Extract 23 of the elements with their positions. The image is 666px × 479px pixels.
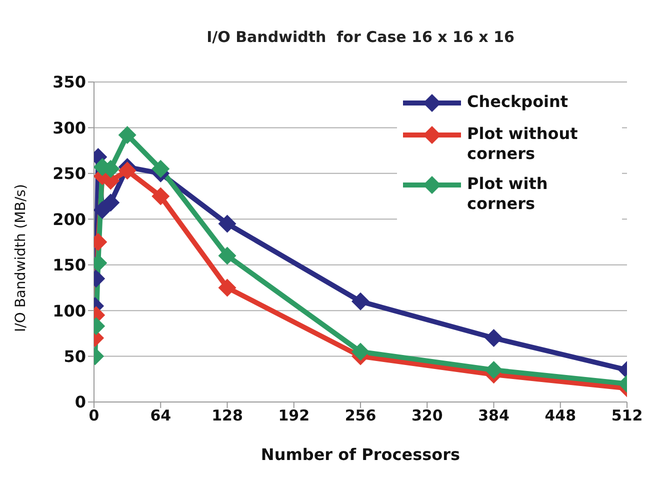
x-tick-label: 64 (150, 406, 172, 425)
legend-label: Plot with corners (467, 174, 549, 214)
x-tick-label: 448 (544, 406, 576, 425)
y-axis-title: I/O Bandwidth (MB/s) (12, 184, 29, 332)
x-tick-label: 256 (344, 406, 376, 425)
y-tick-label: 300 (52, 118, 86, 138)
x-tick-label: 512 (611, 406, 643, 425)
x-tick-label: 320 (411, 406, 443, 425)
x-tick-label: 192 (278, 406, 310, 425)
x-tick-label: 128 (212, 406, 243, 425)
y-tick-label: 200 (52, 210, 86, 229)
y-tick-label: 50 (64, 346, 86, 366)
x-tick-label: 0 (88, 406, 100, 425)
y-tick-label: 350 (52, 72, 86, 92)
y-tick-label: 100 (52, 301, 86, 320)
y-tick-label: 150 (52, 256, 86, 275)
x-axis-title: Number of Processors (260, 445, 460, 464)
y-tick-label: 0 (74, 392, 86, 412)
x-tick-label: 384 (478, 406, 510, 425)
legend-label: Plot without corners (467, 124, 579, 164)
y-tick-label: 250 (52, 164, 86, 184)
legend-label: Checkpoint (467, 92, 570, 112)
chart-title: I/O Bandwidth for Case 16 x 16 x 16 (206, 28, 516, 46)
